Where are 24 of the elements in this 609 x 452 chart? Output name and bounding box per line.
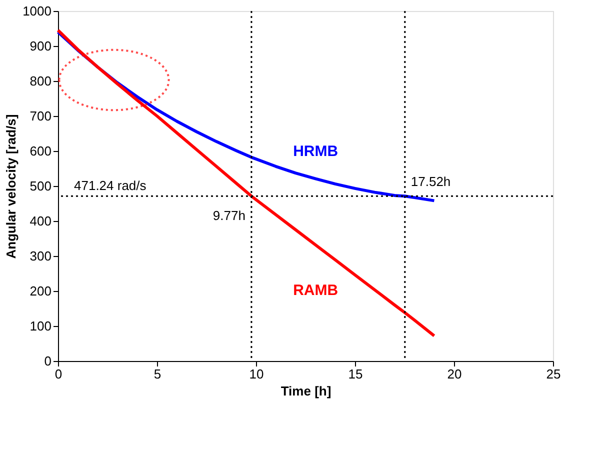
y-tick-label: 0 <box>44 354 52 368</box>
y-tick-label: 400 <box>30 214 52 228</box>
x-tick-label: 0 <box>54 366 62 382</box>
ref-line-label: 17.52h <box>410 174 451 190</box>
y-axis-title: Angular velocity [rad/s] <box>4 114 19 259</box>
series-label: RAMB <box>293 282 338 299</box>
x-axis-title: Time [h] <box>280 384 332 398</box>
x-tick-label: 15 <box>348 366 363 382</box>
y-tick-label: 300 <box>30 248 52 264</box>
y-tick-label: 600 <box>30 144 52 158</box>
y-tick-label: 1000 <box>22 4 52 18</box>
ref-line-label: 471.24 rad/s <box>74 178 147 194</box>
x-tick-label: 25 <box>546 366 561 382</box>
y-tick-label: 700 <box>30 108 52 124</box>
x-tick-label: 10 <box>249 366 264 382</box>
y-tick-label: 900 <box>30 38 52 54</box>
x-tick-label: 5 <box>154 366 162 382</box>
y-tick-label: 200 <box>30 284 52 298</box>
ref-line-label: 9.77h <box>212 208 246 224</box>
x-tick-label: 20 <box>447 366 462 382</box>
y-tick-label: 100 <box>30 318 52 334</box>
y-tick-label: 800 <box>30 74 52 88</box>
series-label: HRMB <box>293 143 338 160</box>
y-tick-label: 500 <box>30 178 52 194</box>
